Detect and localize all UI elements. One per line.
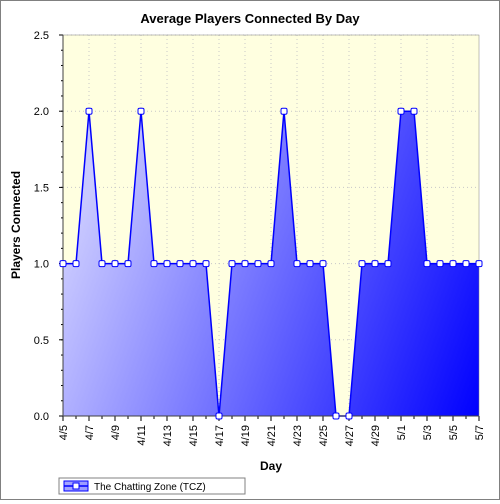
legend-marker: [72, 482, 80, 490]
data-point-marker: [111, 260, 119, 268]
data-point-marker: [215, 412, 223, 420]
x-tick-label: 4/7: [84, 425, 96, 440]
x-tick-label: 5/7: [474, 425, 486, 440]
y-tick-label: 0.0: [34, 411, 49, 423]
data-point-marker: [475, 260, 483, 268]
data-point-marker: [410, 107, 418, 115]
plot-border: [62, 34, 480, 417]
data-point-marker: [228, 260, 236, 268]
x-tick-label: 4/13: [162, 425, 174, 446]
data-point-marker: [332, 412, 340, 420]
series-area-fill: [63, 111, 479, 416]
legend: The Chatting Zone (TCZ): [58, 477, 246, 495]
data-point-marker: [462, 260, 470, 268]
data-point-marker: [280, 107, 288, 115]
data-point-marker: [371, 260, 379, 268]
x-tick-label: 4/15: [188, 425, 200, 446]
data-point-marker: [189, 260, 197, 268]
data-point-marker: [436, 260, 444, 268]
series-markers: [59, 107, 483, 420]
x-tick-label: 4/19: [240, 425, 252, 446]
data-point-marker: [397, 107, 405, 115]
data-point-marker: [124, 260, 132, 268]
y-tick-label: 2.0: [34, 106, 49, 118]
x-tick-label: 4/5: [58, 425, 70, 440]
data-point-marker: [137, 107, 145, 115]
data-point-marker: [241, 260, 249, 268]
data-point-marker: [319, 260, 327, 268]
y-tick-label: 0.5: [34, 335, 49, 347]
data-point-marker: [267, 260, 275, 268]
data-point-marker: [98, 260, 106, 268]
data-point-marker: [358, 260, 366, 268]
data-point-marker: [254, 260, 262, 268]
x-tick-label: 4/9: [110, 425, 122, 440]
data-point-marker: [345, 412, 353, 420]
x-tick-label: 4/27: [344, 425, 356, 446]
y-tick-label: 1.5: [34, 182, 49, 194]
chart-title: Average Players Connected By Day: [140, 11, 360, 26]
x-tick-label: 5/1: [396, 425, 408, 440]
x-tick-label: 5/5: [448, 425, 460, 440]
y-axis-label: Players Connected: [9, 171, 23, 279]
data-point-marker: [150, 260, 158, 268]
data-point-marker: [384, 260, 392, 268]
legend-label: The Chatting Zone (TCZ): [94, 482, 206, 493]
data-point-marker: [293, 260, 301, 268]
legend-box: [58, 477, 246, 495]
x-axis-label: Day: [260, 459, 282, 473]
data-point-marker: [59, 260, 67, 268]
x-tick-label: 4/25: [318, 425, 330, 446]
data-point-marker: [202, 260, 210, 268]
x-tick-label: 4/23: [292, 425, 304, 446]
x-tick-label: 4/29: [370, 425, 382, 446]
data-point-marker: [85, 107, 93, 115]
y-tick-labels: 0.0 0.5 1.0 1.5 2.0 2.5: [34, 30, 49, 423]
data-point-marker: [163, 260, 171, 268]
y-tick-label: 2.5: [34, 30, 49, 42]
x-tick-label: 5/3: [422, 425, 434, 440]
x-tick-label: 4/21: [266, 425, 278, 446]
data-point-marker: [72, 260, 80, 268]
data-point-marker: [176, 260, 184, 268]
x-tick-label: 4/17: [214, 425, 226, 446]
data-point-marker: [423, 260, 431, 268]
data-point-marker: [306, 260, 314, 268]
data-point-marker: [449, 260, 457, 268]
x-tick-labels: 4/5 4/7 4/9 4/11 4/13 4/15 4/17 4/19 4/21 4/23 4/2…: [58, 425, 486, 446]
x-tick-label: 4/11: [136, 425, 148, 446]
y-tick-label: 1.0: [34, 259, 49, 271]
